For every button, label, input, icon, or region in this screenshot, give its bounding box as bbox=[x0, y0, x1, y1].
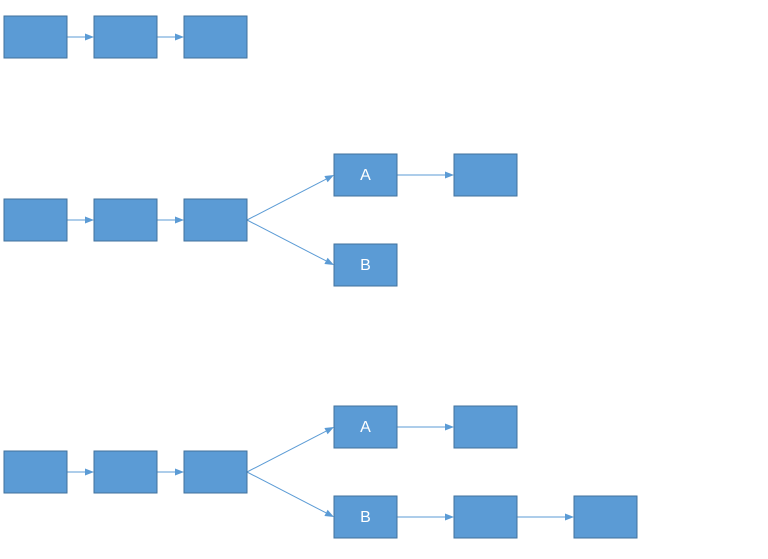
flow-node: B bbox=[334, 244, 397, 286]
arrowhead-icon bbox=[324, 427, 334, 434]
flow-node-label: B bbox=[360, 509, 371, 526]
arrowhead-icon bbox=[445, 424, 454, 431]
flow-node-box bbox=[184, 199, 247, 241]
flow-node bbox=[4, 16, 67, 58]
arrowhead-icon bbox=[85, 34, 94, 41]
arrowhead-icon bbox=[175, 34, 184, 41]
arrowhead-icon bbox=[324, 510, 334, 517]
arrowhead-icon bbox=[85, 217, 94, 224]
arrowhead-icon bbox=[445, 172, 454, 179]
arrowhead-icon bbox=[324, 258, 334, 265]
flow-node-label: A bbox=[360, 419, 371, 436]
flow-node bbox=[94, 451, 157, 493]
flow-node-box bbox=[94, 16, 157, 58]
flow-node: A bbox=[334, 406, 397, 448]
flow-diagram: A B A B bbox=[0, 0, 768, 559]
flow-node-box bbox=[184, 451, 247, 493]
edge bbox=[247, 431, 326, 472]
flow-node bbox=[184, 16, 247, 58]
arrowhead-icon bbox=[565, 514, 574, 521]
flow-node bbox=[574, 496, 637, 538]
flow-node-box bbox=[574, 496, 637, 538]
arrowhead-icon bbox=[324, 175, 334, 182]
flow-node-box bbox=[4, 451, 67, 493]
edge bbox=[247, 472, 326, 513]
arrowhead-icon bbox=[85, 469, 94, 476]
arrowhead-icon bbox=[175, 469, 184, 476]
flow-node bbox=[4, 451, 67, 493]
flow-node bbox=[454, 496, 517, 538]
flow-node bbox=[184, 451, 247, 493]
flow-node bbox=[184, 199, 247, 241]
flow-node-label: B bbox=[360, 257, 371, 274]
flow-node-box bbox=[94, 451, 157, 493]
arrowhead-icon bbox=[175, 217, 184, 224]
flow-node: A bbox=[334, 154, 397, 196]
arrowhead-icon bbox=[445, 514, 454, 521]
flow-node-box bbox=[4, 16, 67, 58]
flow-node-label: A bbox=[360, 167, 371, 184]
nodes-layer: A B A B bbox=[4, 16, 637, 538]
flow-node-box bbox=[454, 406, 517, 448]
edge bbox=[247, 179, 326, 220]
flow-node bbox=[94, 199, 157, 241]
edge bbox=[247, 220, 326, 261]
flow-node-box bbox=[184, 16, 247, 58]
flow-node bbox=[4, 199, 67, 241]
flow-node-box bbox=[454, 496, 517, 538]
flow-node bbox=[454, 406, 517, 448]
flow-node-box bbox=[454, 154, 517, 196]
flow-node-box bbox=[4, 199, 67, 241]
flow-node-box bbox=[94, 199, 157, 241]
flow-node bbox=[454, 154, 517, 196]
flow-node bbox=[94, 16, 157, 58]
flow-node: B bbox=[334, 496, 397, 538]
